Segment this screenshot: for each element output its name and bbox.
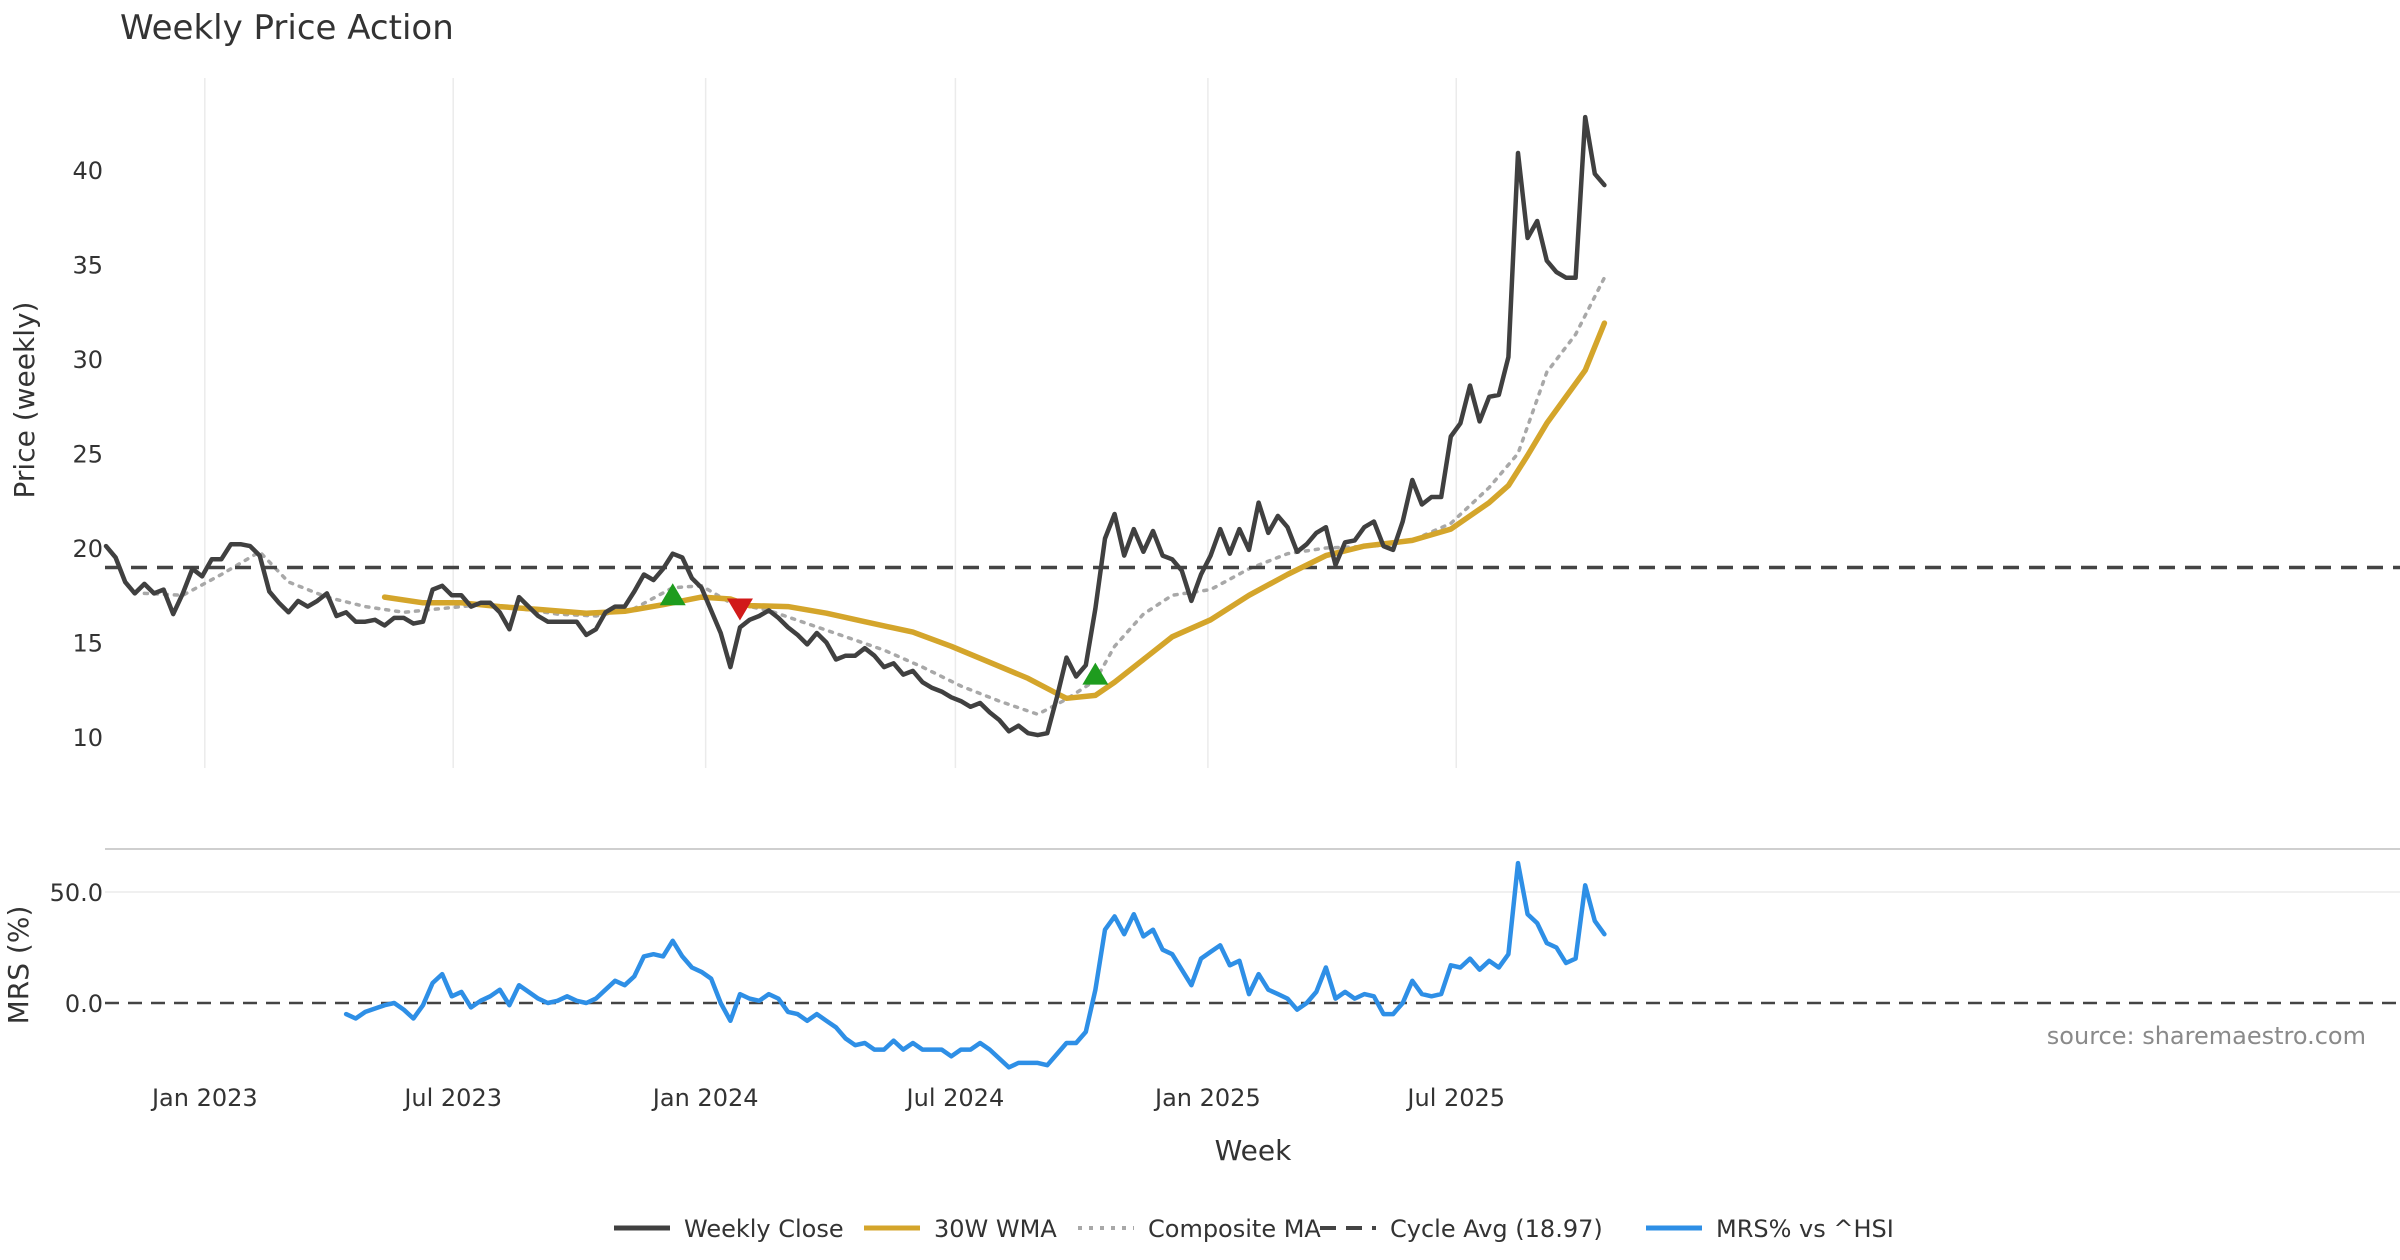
series-weekly-close xyxy=(103,114,1607,738)
sell-signal-marker xyxy=(726,598,753,621)
series-mrs-vs-hsi xyxy=(343,860,1607,1070)
mrs-y-tick-label: 0.0 xyxy=(65,990,103,1018)
price-y-tick-label: 15 xyxy=(72,630,103,658)
series-30w-wma xyxy=(381,320,1608,702)
price-y-tick-label: 30 xyxy=(72,346,103,374)
price-y-tick-label: 40 xyxy=(72,157,103,185)
legend-label: Composite MA xyxy=(1148,1215,1321,1243)
price-y-ticks: 10 15 20 25 30 35 40 xyxy=(72,157,103,752)
grid-layer xyxy=(105,78,2400,893)
mrs-series-layer xyxy=(105,860,2400,1070)
legend-label: Cycle Avg (18.97) xyxy=(1390,1215,1603,1243)
price-y-tick-label: 20 xyxy=(72,535,103,563)
x-ticks: Jan 2023 Jul 2023 Jan 2024 Jul 2024 Jan 2025… xyxy=(150,1084,1505,1112)
buy-signal-marker xyxy=(1082,662,1109,685)
legend-label: Weekly Close xyxy=(684,1215,844,1243)
mrs-y-tick-label: 50.0 xyxy=(50,879,103,907)
legend: Weekly Close 30W WMA Composite MA Cycle Avg… xyxy=(614,1215,1894,1243)
mrs-axis-label: MRS (%) xyxy=(2,906,35,1025)
source-note: source: sharemaestro.com xyxy=(2047,1022,2366,1050)
x-tick-label: Jan 2025 xyxy=(1153,1084,1261,1112)
price-y-tick-label: 35 xyxy=(72,252,103,280)
price-axis-label: Price (weekly) xyxy=(8,302,41,499)
legend-label: 30W WMA xyxy=(934,1215,1057,1243)
x-tick-label: Jul 2023 xyxy=(402,1084,502,1112)
legend-label: MRS% vs ^HSI xyxy=(1716,1215,1894,1243)
x-axis-label: Week xyxy=(1215,1134,1292,1167)
mrs-y-ticks: 0.0 50.0 xyxy=(50,879,103,1018)
x-tick-label: Jan 2023 xyxy=(150,1084,258,1112)
x-tick-label: Jul 2025 xyxy=(1405,1084,1505,1112)
series-composite-ma xyxy=(142,275,1607,717)
x-tick-label: Jul 2024 xyxy=(905,1084,1005,1112)
price-y-tick-label: 25 xyxy=(72,441,103,469)
buy-signal-marker xyxy=(659,583,686,606)
chart-title: Weekly Price Action xyxy=(120,8,454,48)
price-series-layer xyxy=(103,114,2400,738)
x-tick-label: Jan 2024 xyxy=(651,1084,759,1112)
price-y-tick-label: 10 xyxy=(72,724,103,752)
